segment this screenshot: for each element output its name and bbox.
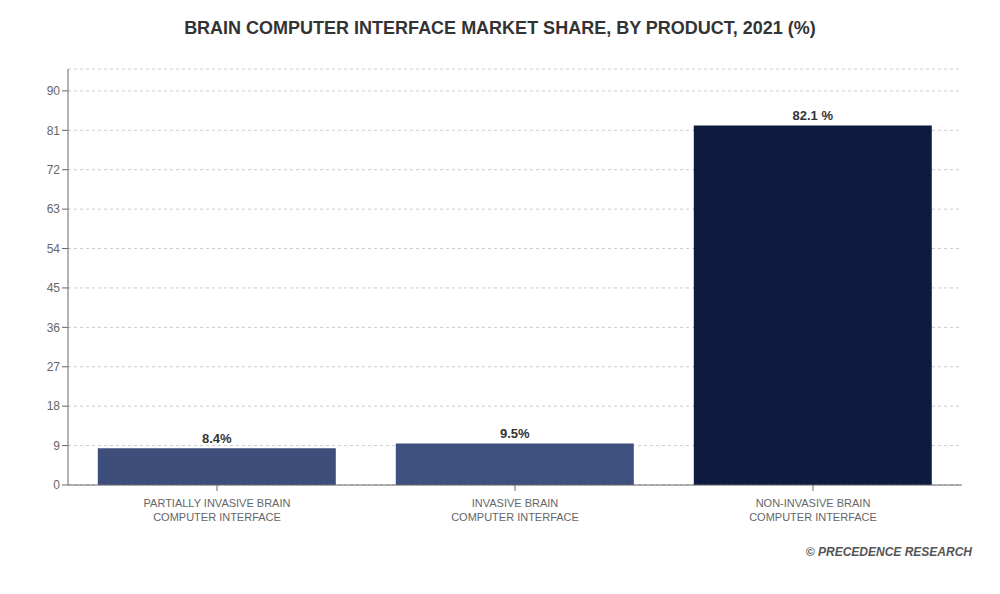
svg-text:27: 27 (47, 360, 61, 374)
svg-text:54: 54 (47, 242, 61, 256)
svg-text:INVASIVE BRAINCOMPUTER INTERFA: INVASIVE BRAINCOMPUTER INTERFACE (451, 497, 579, 523)
svg-text:9: 9 (53, 439, 60, 453)
svg-text:45: 45 (47, 281, 61, 295)
svg-text:82.1 %: 82.1 % (793, 108, 834, 123)
svg-text:0: 0 (53, 478, 60, 492)
svg-text:18: 18 (47, 399, 61, 413)
svg-text:36: 36 (47, 321, 61, 335)
svg-text:NON-INVASIVE BRAINCOMPUTER INT: NON-INVASIVE BRAINCOMPUTER INTERFACE (749, 497, 877, 523)
html-text:BRAIN COMPUTER INTERFACE MARKE: BRAIN COMPUTER INTERFACE MARKET SHARE, B… (184, 18, 816, 38)
html-text:© PRECEDENCE RESEARCH: © PRECEDENCE RESEARCH (805, 545, 972, 559)
svg-text:90: 90 (47, 84, 61, 98)
svg-text:8.4%: 8.4% (202, 431, 232, 446)
svg-text:PARTIALLY INVASIVE BRAINCOMPUT: PARTIALLY INVASIVE BRAINCOMPUTER INTERFA… (144, 497, 291, 523)
svg-text:72: 72 (47, 163, 61, 177)
svg-text:81: 81 (47, 124, 61, 138)
svg-text:63: 63 (47, 202, 61, 216)
svg-text:9.5%: 9.5% (500, 426, 530, 441)
